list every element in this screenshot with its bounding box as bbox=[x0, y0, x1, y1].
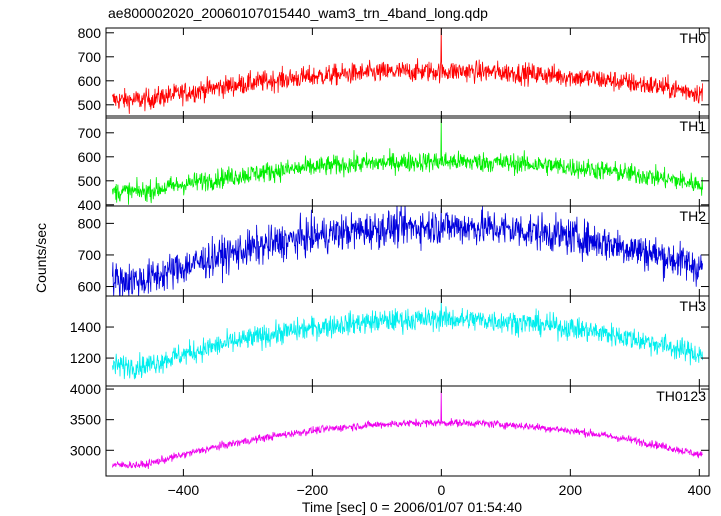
x-axis: −400 −200 0 200 400 bbox=[168, 482, 712, 498]
x-tick-label: 200 bbox=[559, 482, 583, 498]
y-tick-label: 3000 bbox=[70, 442, 101, 458]
panel-th3: 1200 1400 TH3 bbox=[70, 295, 710, 387]
y-tick-label: 600 bbox=[78, 149, 102, 165]
y-tick-label: 1400 bbox=[70, 319, 101, 335]
x-tick-label: −200 bbox=[297, 482, 329, 498]
chart-title: ae800002020_20060107015440_wam3_trn_4ban… bbox=[108, 5, 488, 21]
x-tick-label: 0 bbox=[437, 482, 445, 498]
panel-th1: 400 500 600 700 TH1 bbox=[78, 115, 710, 213]
y-tick-label: 3500 bbox=[70, 412, 101, 428]
y-tick-label: 4000 bbox=[70, 381, 101, 397]
y-tick-label: 1200 bbox=[70, 350, 101, 366]
x-tick-label: −400 bbox=[168, 482, 200, 498]
y-tick-label: 600 bbox=[78, 279, 102, 295]
y-tick-label: 700 bbox=[78, 49, 102, 65]
panel-th0: 500 600 700 800 TH0 bbox=[78, 25, 710, 119]
y-tick-label: 600 bbox=[78, 73, 102, 89]
series-line-th0 bbox=[112, 28, 703, 114]
panel-label: TH0123 bbox=[656, 388, 706, 404]
series-line-th2 bbox=[112, 206, 703, 296]
panel-frame bbox=[105, 385, 710, 477]
series-line-th1 bbox=[112, 118, 703, 205]
panel-label: TH1 bbox=[680, 118, 707, 134]
y-tick-label: 400 bbox=[78, 197, 102, 213]
y-tick-label: 700 bbox=[78, 247, 102, 263]
panel-label: TH2 bbox=[680, 208, 707, 224]
x-tick-label: 400 bbox=[688, 482, 712, 498]
series-line-th3 bbox=[112, 302, 703, 380]
y-tick-label: 700 bbox=[78, 125, 102, 141]
y-tick-label: 500 bbox=[78, 173, 102, 189]
panel-label: TH3 bbox=[680, 298, 707, 314]
y-axis-label: Counts/sec bbox=[33, 223, 49, 293]
y-tick-label: 500 bbox=[78, 97, 102, 113]
y-tick-label: 800 bbox=[78, 25, 102, 41]
panel-frame bbox=[105, 27, 710, 119]
panels-group: 500 600 700 800 TH0 400 500 600 700 TH1 600 700 800 T… bbox=[70, 25, 710, 477]
panel-th0123: 3000 3500 4000 TH0123 bbox=[70, 381, 710, 477]
series-line-th0123 bbox=[112, 390, 703, 470]
x-axis-label: Time [sec] 0 = 2006/01/07 01:54:40 bbox=[302, 499, 522, 515]
panel-th2: 600 700 800 TH2 bbox=[78, 205, 710, 297]
y-tick-label: 800 bbox=[78, 215, 102, 231]
panel-label: TH0 bbox=[680, 30, 707, 46]
